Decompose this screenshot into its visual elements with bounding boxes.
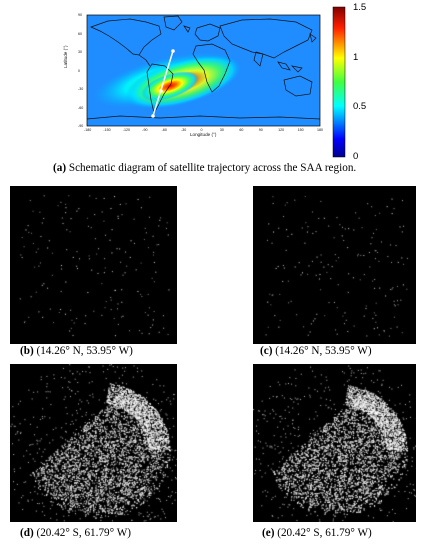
caption-e-label: (e)	[262, 527, 275, 539]
trajectory-point-start	[171, 49, 175, 53]
panel-e-image	[253, 364, 416, 522]
y-axis-label: Latitude (°)	[63, 45, 68, 68]
x-tick-label: -30	[181, 128, 187, 132]
x-tick-label: 60	[239, 128, 244, 132]
caption-a-label: (a)	[53, 162, 67, 174]
x-tick-label: 30	[219, 128, 224, 132]
y-tick-label: 0	[78, 68, 80, 73]
y-tick-label: 30	[78, 50, 82, 54]
panel-b-image	[10, 186, 177, 344]
caption-d-label: (d)	[20, 527, 34, 539]
panel-c-image	[253, 186, 416, 344]
caption-a-text: Schematic diagram of satellite trajector…	[66, 162, 357, 174]
panel-d-image	[10, 364, 177, 522]
x-tick-label: 0	[200, 128, 203, 132]
x-tick-label: 90	[258, 128, 263, 132]
saa-map	[86, 6, 346, 158]
y-tick-label: -90	[78, 124, 84, 128]
colorbar	[332, 6, 346, 158]
x-tick-label: -90	[142, 128, 148, 132]
caption-d-coords: (20.42° S, 61.79° W)	[33, 527, 131, 539]
caption-b-coords: (14.26° N, 53.95° W)	[33, 345, 133, 357]
caption-c-coords: (14.26° N, 53.95° W)	[272, 345, 372, 357]
caption-e-coords: (20.42° S, 61.79° W)	[274, 527, 372, 539]
coastlines	[87, 15, 320, 120]
map-frame	[86, 14, 321, 127]
x-tick-label: -120	[122, 128, 131, 132]
x-axis-label: Longitude (°)	[190, 132, 217, 137]
caption-d: (d) (20.42° S, 61.79° W)	[20, 527, 131, 539]
colorbar-tick-1: 1	[353, 52, 359, 63]
y-tick-label: 90	[78, 13, 82, 17]
caption-c: (c) (14.26° N, 53.95° W)	[260, 345, 372, 357]
x-tick-label: 120	[278, 128, 285, 132]
caption-b: (b) (14.26° N, 53.95° W)	[20, 345, 133, 357]
x-tick-label: -180	[84, 128, 92, 132]
trajectory-point-end	[151, 114, 155, 118]
y-tick-label: -60	[78, 105, 84, 110]
y-tick-label: 60	[78, 31, 82, 36]
x-tick-label: 150	[297, 128, 304, 132]
x-tick-label: 180	[317, 128, 323, 132]
colorbar-tick-1.5: 1.5	[353, 2, 367, 13]
caption-a: (a) Schematic diagram of satellite traje…	[53, 162, 356, 174]
satellite-trajectory	[151, 49, 175, 118]
caption-e: (e) (20.42° S, 61.79° W)	[262, 527, 372, 539]
x-tick-label: -150	[103, 128, 111, 132]
caption-b-label: (b)	[20, 345, 34, 357]
colorbar-tick-0: 0	[353, 151, 359, 162]
colorbar-tick-0.5: 0.5	[353, 101, 367, 112]
x-tick-label: -60	[161, 128, 167, 132]
y-tick-label: -30	[78, 87, 84, 91]
trajectory-point-mid	[159, 89, 163, 93]
caption-c-label: (c)	[260, 345, 273, 357]
figure-a: -180 -150 -120 -90 -60 -30 0 30 60 90 120 150 180 90…	[60, 0, 380, 172]
